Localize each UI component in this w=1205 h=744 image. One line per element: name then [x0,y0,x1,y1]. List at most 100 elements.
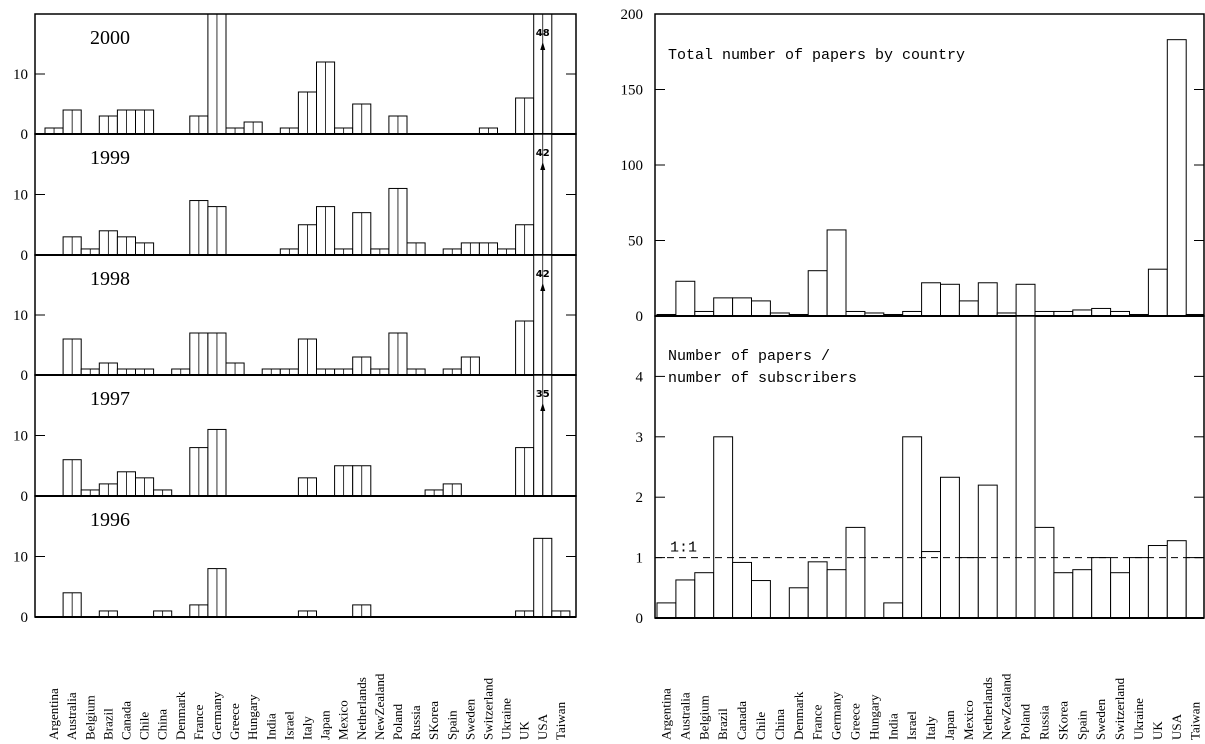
x-tick-label: Hungary [245,694,260,740]
x-tick-label: India [263,713,278,740]
x-tick-label: SKorea [1055,701,1070,740]
panel-title: 1999 [90,147,130,169]
x-tick-label: Belgium [82,695,97,740]
y-tick-label: 10 [13,308,28,324]
x-tick-label: Denmark [791,691,806,740]
value-label: 48 [536,28,550,39]
x-tick-label: Belgium [696,695,711,740]
y-tick-label: 3 [636,430,644,446]
bar [807,561,828,618]
x-tick-label: Australia [64,692,79,740]
x-tick-label: Chile [137,712,152,740]
x-tick-label: NewZealand [999,673,1014,740]
value-label: 42 [536,269,550,280]
x-tick-label: Brazil [715,708,730,740]
x-tick-label: Hungary [866,694,881,740]
bar [883,602,904,618]
panel-title: 1997 [90,388,130,410]
y-tick-label: 200 [621,7,644,23]
x-tick-label: China [155,709,170,740]
x-tick-label: Italy [923,716,938,740]
x-tick-label: Japan [318,710,333,740]
value-label: 35 [536,389,550,400]
bar [1034,526,1055,618]
x-tick-label: Sweden [1093,698,1108,740]
panel [62,255,553,375]
bar [732,297,752,316]
y-tick-label: 150 [621,83,644,99]
panel-title: Total number of papers by country [668,47,965,64]
x-tick-label: Ukraine [499,698,514,740]
panel [44,14,553,134]
y-tick-label: 10 [13,550,28,566]
x-tick-label: USA [535,713,550,740]
bar [675,280,696,316]
x-tick-label: Taiwan [1188,701,1203,740]
bar [921,282,941,316]
x-tick-label: Germany [209,691,224,740]
y-tick-label: 0 [21,368,29,384]
x-tick-label: Spain [444,710,459,740]
y-tick-label: 10 [13,67,28,83]
bar [902,436,923,618]
y-tick-label: 0 [21,127,29,143]
bar [958,300,979,316]
x-tick-label: Netherlands [354,677,369,740]
panel-title: 2000 [90,27,130,49]
y-tick-label: 0 [636,611,644,627]
bar [1072,569,1093,618]
x-tick-label: USA [1169,713,1184,740]
bar [732,561,752,618]
x-tick-label: Poland [390,703,405,740]
bar [694,572,715,618]
x-tick-label: France [191,704,206,740]
bar [977,282,998,316]
x-tick-label: Chile [753,712,768,740]
arrow-head [540,42,546,50]
x-tick-label: UK [1150,721,1165,740]
x-tick-label: Israel [904,711,919,740]
y-tick-label: 10 [13,429,28,445]
x-tick-label: NewZealand [372,673,387,740]
bar [1110,310,1130,316]
bar [1091,557,1112,618]
x-tick-label: Japan [942,710,957,740]
bar [958,557,979,618]
arrow-head [540,403,546,411]
panel-title: Number of papers / [668,348,830,365]
x-tick-label: UK [517,721,532,740]
y-tick-label: 2 [636,490,644,506]
x-tick-label: Australia [677,692,692,740]
x-tick-label: Ukraine [1131,698,1146,740]
bar [788,587,809,618]
x-tick-label: SKorea [426,701,441,740]
bar [826,229,847,316]
bar [1091,307,1112,316]
x-tick-label: Israel [281,711,296,740]
x-tick-label: Spain [1074,710,1089,740]
x-tick-label: Taiwan [553,701,568,740]
x-tick-label: Poland [1018,703,1033,740]
bar [921,551,941,618]
panel [656,39,1204,316]
bar [1129,557,1149,618]
y-tick-label: 1 [636,551,644,567]
y-tick-label: 4 [636,369,644,385]
x-tick-label: Greece [847,703,862,740]
bar [807,270,828,316]
x-tick-label: Switzerland [480,677,495,740]
bar [751,580,771,618]
panel [656,316,1204,618]
panel [62,537,571,617]
panel-title: number of subscribers [668,370,857,387]
x-tick-label: France [810,704,825,740]
x-tick-label: Argentina [46,688,61,740]
panel-title: 1996 [90,509,130,531]
bar [1166,39,1187,316]
bar [940,476,960,618]
x-tick-label: Mexico [961,700,976,740]
y-tick-label: 50 [628,234,643,250]
x-tick-label: China [772,709,787,740]
bar [1185,557,1204,618]
